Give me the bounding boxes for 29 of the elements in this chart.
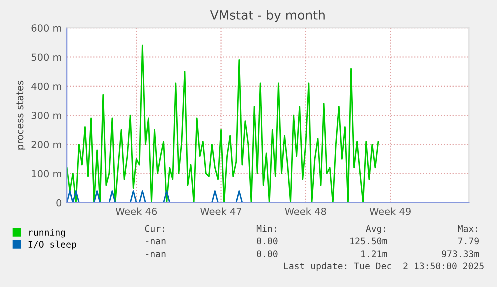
- text: Last update: Tue Dec 2 13:50:00 2025: [284, 262, 484, 272]
- y-tick-label: 100 m: [32, 170, 62, 178]
- text: -nan: [146, 239, 166, 245]
- legend-label: I/O sleep: [28, 240, 76, 250]
- text: -nan: [146, 252, 166, 258]
- y-tick-label: 200 m: [32, 141, 62, 148]
- line-series: [67, 44, 380, 203]
- x-tick-label: Week 48: [285, 208, 326, 216]
- text: Min:: [256, 225, 276, 232]
- y-tick-label: 0: [56, 199, 62, 207]
- text: 7.79: [458, 238, 479, 245]
- legend-label: running: [30, 228, 66, 238]
- y-tick-label: 600 m: [32, 24, 62, 32]
- y-axis-title: process states: [16, 80, 26, 150]
- y-tick-label: 400 m: [32, 82, 62, 90]
- x-tick-label: Week 46: [116, 208, 158, 216]
- text: 0.00: [257, 250, 278, 258]
- text: 125.50m: [350, 238, 388, 245]
- text: Max:: [458, 226, 478, 232]
- x-tick-label: Week 47: [200, 208, 242, 216]
- text: 973.33m: [442, 250, 480, 258]
- text: Avg:: [366, 225, 386, 234]
- chart-title: VMstat - by month: [210, 10, 325, 22]
- y-tick-label: 300 m: [32, 112, 62, 120]
- text: 1.21m: [362, 250, 388, 258]
- text: Cur:: [145, 225, 164, 232]
- text: 0.00: [257, 238, 278, 245]
- x-tick-label: Week 49: [370, 208, 411, 216]
- y-tick-label: 500 m: [32, 54, 62, 62]
